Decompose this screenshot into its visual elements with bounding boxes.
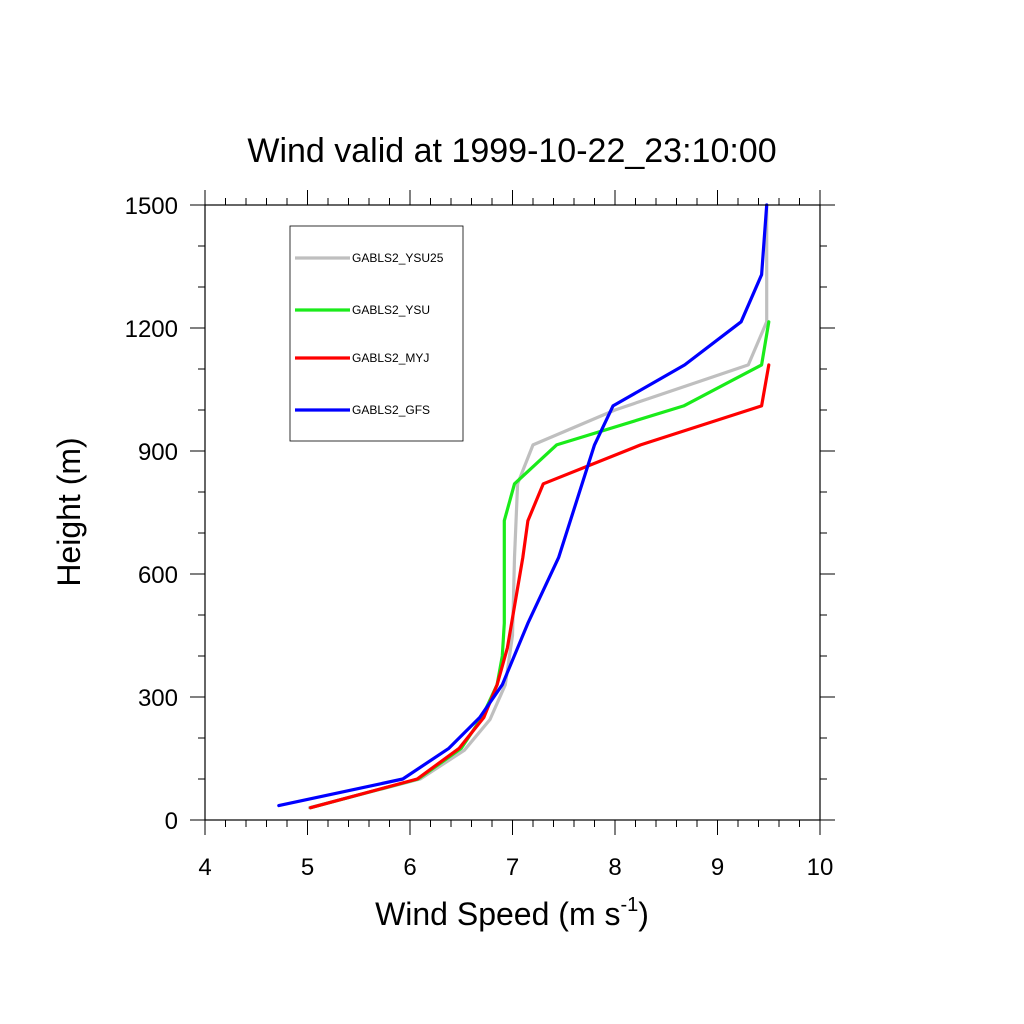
y-tick-label: 1500 (125, 193, 178, 220)
legend-label: GABLS2_MYJ (352, 351, 429, 365)
x-tick-label: 10 (807, 854, 834, 881)
legend-label: GABLS2_YSU25 (352, 251, 444, 265)
x-tick-label: 4 (198, 854, 211, 881)
y-tick-label: 1200 (125, 316, 178, 343)
series-line-gabls2-ysu (309, 320, 771, 810)
x-tick-label: 9 (711, 854, 724, 881)
chart-title: Wind valid at 1999-10-22_23:10:00 (247, 132, 776, 170)
x-tick-label: 6 (403, 854, 416, 881)
series-line-gabls2-ysu25 (307, 203, 769, 810)
x-tick-label: 7 (506, 854, 519, 881)
x-axis-label-main: Wind Speed (m s (375, 896, 620, 932)
series-line-gabls2-myj (309, 363, 771, 810)
x-tick-label: 5 (301, 854, 314, 881)
x-tick-label: 8 (608, 854, 621, 881)
x-axis-label-sup: -1 (620, 894, 638, 916)
y-tick-label: 900 (138, 439, 178, 466)
series-line-gabls2-gfs (277, 203, 769, 808)
legend-box (289, 225, 464, 442)
y-axis-label: Height (m) (51, 437, 87, 586)
y-tick-label: 600 (138, 562, 178, 589)
plot-frame (204, 204, 821, 821)
x-axis-label: Wind Speed (m s-1) (375, 894, 649, 932)
y-tick-label: 300 (138, 685, 178, 712)
legend-label: GABLS2_GFS (352, 403, 430, 417)
legend: GABLS2_YSU25 GABLS2_YSU GABLS2_MYJ GABLS2_G… (289, 225, 464, 442)
legend-label: GABLS2_YSU (352, 303, 430, 317)
tick-labels: 4 5 6 7 8 9 10 0 300 600 900 1200 1500 (125, 193, 834, 881)
x-axis-label-tail: ) (638, 896, 649, 932)
series-group (277, 203, 771, 810)
axis-ticks (190, 190, 835, 835)
y-tick-label: 0 (165, 808, 178, 835)
